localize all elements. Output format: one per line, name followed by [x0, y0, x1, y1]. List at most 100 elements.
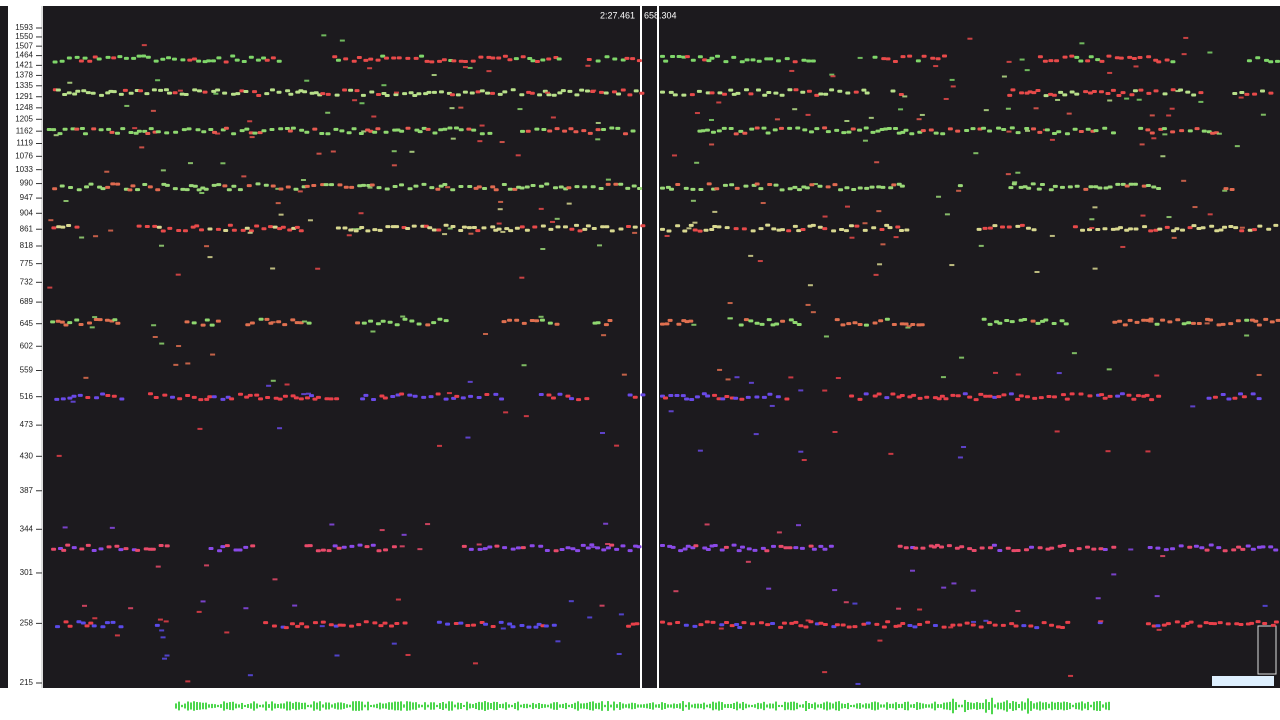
- pitch-track: [48, 162, 1245, 251]
- pitch-point: [1134, 320, 1140, 324]
- pitch-point: [208, 127, 214, 131]
- wave-bar: [388, 702, 390, 710]
- pitch-point: [862, 228, 868, 232]
- pitch-point: [544, 549, 550, 553]
- pitch-point: [728, 88, 734, 92]
- pitch-point: [67, 396, 73, 400]
- pitch-point: [1249, 621, 1255, 625]
- pitch-point: [391, 56, 397, 60]
- pitch-point: [611, 90, 617, 94]
- wave-bar: [433, 702, 435, 710]
- pitch-point: [490, 56, 496, 60]
- pitch-point: [515, 154, 521, 157]
- wave-bar: [583, 703, 585, 709]
- scroll-thumb[interactable]: [1212, 676, 1274, 686]
- pitch-point: [618, 227, 624, 231]
- pitch-point: [1042, 59, 1048, 63]
- pitch-point: [849, 394, 855, 398]
- wave-bar: [490, 703, 492, 709]
- pitch-point: [703, 228, 709, 232]
- wave-bar: [523, 703, 525, 709]
- wave-bar: [1012, 701, 1014, 711]
- pitch-point: [622, 132, 628, 136]
- pitch-point: [63, 323, 69, 327]
- pitch-point: [616, 92, 622, 96]
- pitch-point: [634, 622, 640, 626]
- pitch-point: [550, 220, 556, 223]
- pitch-point: [287, 228, 293, 232]
- pitch-point: [302, 320, 308, 323]
- pitch-point: [477, 547, 483, 551]
- pitch-point: [496, 56, 502, 60]
- pitch-point: [1099, 393, 1105, 397]
- pitch-point: [541, 128, 547, 132]
- y-tick-label: 1378: [15, 71, 33, 80]
- pitch-point: [846, 322, 852, 326]
- pitch-point: [714, 187, 720, 191]
- pitch-point: [155, 79, 161, 82]
- pitch-point: [275, 202, 281, 205]
- pitch-track: [46, 104, 1266, 194]
- y-tick-label: 1119: [16, 139, 33, 148]
- pitch-point: [912, 625, 918, 629]
- wave-bar: [652, 702, 654, 710]
- wave-bar: [934, 701, 936, 711]
- pitch-point: [136, 129, 142, 133]
- wave-bar: [322, 704, 324, 708]
- wave-bar: [679, 703, 681, 709]
- pitch-point: [1072, 225, 1078, 229]
- pitch-point: [919, 323, 925, 327]
- pitch-point: [1095, 597, 1101, 600]
- pitch-point: [1128, 182, 1134, 186]
- pitch-point: [597, 244, 603, 247]
- pitch-point: [164, 654, 170, 657]
- pitch-point: [857, 323, 863, 327]
- pitch-point: [394, 622, 400, 626]
- pitch-point: [574, 185, 580, 189]
- pitch-point: [425, 127, 431, 131]
- pitch-point: [1148, 320, 1154, 323]
- pitch-point: [466, 226, 472, 230]
- pitch-point: [950, 393, 956, 397]
- pitch-point: [412, 94, 418, 98]
- pitch-point: [1084, 545, 1090, 549]
- pitch-point: [475, 90, 481, 94]
- pitch-point: [1046, 395, 1052, 399]
- wave-bar: [640, 704, 642, 708]
- pitch-point: [846, 625, 852, 629]
- wave-bar: [823, 702, 825, 710]
- pitch-point: [124, 104, 130, 107]
- pitch-point: [195, 128, 201, 132]
- pitch-point: [822, 126, 828, 130]
- pitch-point: [727, 302, 733, 305]
- pitch-point: [282, 323, 288, 327]
- pitch-point: [710, 620, 716, 624]
- pitch-point: [897, 544, 903, 548]
- pitch-point: [85, 396, 91, 400]
- wave-bar: [937, 704, 939, 708]
- pitch-point: [106, 127, 112, 131]
- pitch-point: [890, 392, 896, 396]
- pitch-point: [907, 624, 913, 628]
- pitch-point: [443, 223, 449, 227]
- pitch-point: [775, 395, 781, 399]
- pitch-point: [852, 321, 858, 325]
- pitch-point: [795, 126, 801, 130]
- pitch-point: [568, 600, 574, 603]
- y-tick-label: 1593: [15, 23, 33, 32]
- wave-bar: [1006, 700, 1008, 712]
- pitch-point: [1175, 90, 1181, 93]
- pitch-point: [778, 126, 784, 130]
- pitch-point: [201, 130, 207, 134]
- wave-bar: [928, 704, 930, 708]
- pitch-point: [660, 543, 665, 547]
- scroll-handle[interactable]: [1257, 625, 1277, 675]
- pitch-point: [328, 397, 334, 401]
- pitch-point: [993, 371, 999, 374]
- pitch-point: [51, 547, 57, 551]
- pitch-point: [718, 627, 724, 630]
- pitch-point: [380, 319, 386, 323]
- pitch-point: [939, 545, 945, 549]
- pitch-point: [257, 131, 263, 135]
- pitch-point: [321, 34, 327, 37]
